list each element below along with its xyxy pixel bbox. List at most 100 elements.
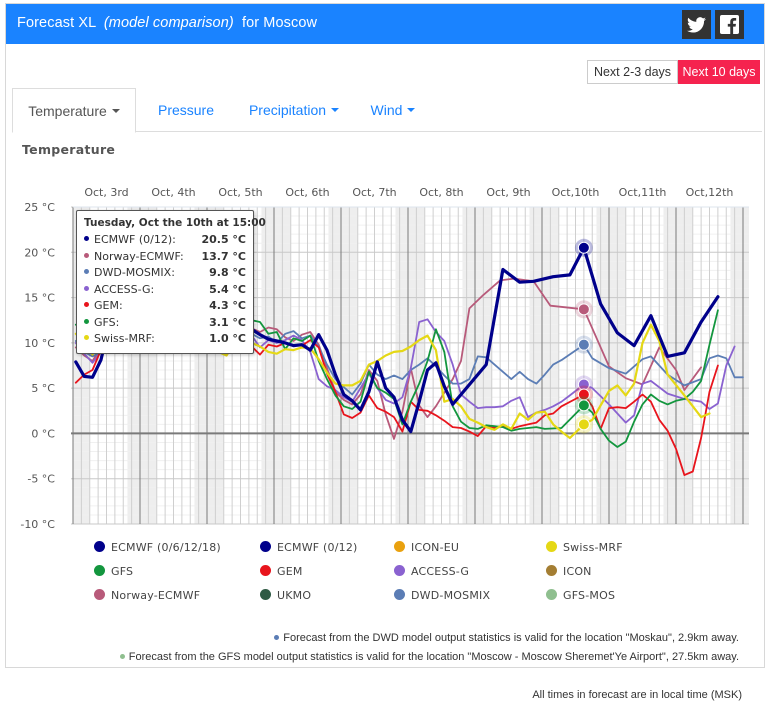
- legend-item[interactable]: Swiss-MRF: [546, 541, 623, 554]
- series-dot-icon: [84, 252, 89, 258]
- tooltip-row-value: 5.4 °C: [209, 282, 246, 296]
- header-bar: Forecast XL (model comparison) for Mosco…: [6, 4, 764, 44]
- bullet-icon: [274, 635, 280, 640]
- title-prefix: Forecast XL: [17, 15, 96, 31]
- tooltip-row-value: 9.8 °C: [209, 266, 246, 279]
- legend-item[interactable]: ECMWF (0/12): [260, 541, 358, 554]
- legend-dot-icon: [94, 589, 105, 600]
- night-band: [261, 207, 291, 524]
- legend-label: DWD-MOSMIX: [411, 589, 491, 602]
- legend-dot-icon: [260, 541, 271, 552]
- gfs-mos-note-text: Forecast from the GFS model output stati…: [128, 651, 739, 663]
- y-tick-label: 10 °C: [24, 337, 55, 350]
- legend-dot-icon: [394, 541, 405, 552]
- legend-item[interactable]: UKMO: [260, 589, 311, 602]
- tooltip-row: GEM: 4.3 °C: [84, 298, 246, 315]
- title-suffix: for Moscow: [241, 15, 318, 31]
- tooltip-row-label: ACCESS-G:: [94, 282, 155, 296]
- tooltip-row-value: 13.7 °C: [201, 249, 246, 263]
- legend-label: GFS-MOS: [563, 589, 616, 602]
- highlight-point: [577, 241, 590, 254]
- dwd-mos-note: Forecast from the DWD model output stati…: [274, 632, 739, 644]
- chevron-down-icon: [407, 108, 416, 112]
- legend-dot-icon: [546, 565, 557, 576]
- legend-item[interactable]: GFS: [94, 565, 133, 578]
- bullet-icon: [119, 654, 125, 659]
- x-tick-label: Oct, 6th: [285, 186, 329, 199]
- tab-temperature[interactable]: Temperature: [12, 88, 136, 133]
- twitter-button[interactable]: [682, 10, 711, 39]
- dwd-mos-note-text: Forecast from the DWD model output stati…: [283, 632, 739, 644]
- legend-dot-icon: [546, 541, 557, 552]
- x-tick-label: Oct, 8th: [419, 186, 463, 199]
- tooltip-row: ECMWF (0/12): 20.5 °C: [84, 232, 246, 249]
- series-dot-icon: [84, 318, 89, 324]
- chevron-down-icon: [111, 108, 120, 113]
- series-dot-icon: [84, 285, 89, 291]
- y-tick-label: -10 °C: [20, 518, 55, 531]
- tab-precipitation[interactable]: Precipitation: [236, 88, 352, 132]
- legend-label: ECMWF (0/6/12/18): [111, 541, 221, 554]
- tooltip-row: Norway-ECMWF: 13.7 °C: [84, 249, 246, 266]
- legend-item[interactable]: ACCESS-G: [394, 565, 469, 578]
- next-2-3-days-button[interactable]: Next 2-3 days: [587, 60, 678, 84]
- tab-wind-label: Wind: [370, 102, 403, 118]
- legend-item[interactable]: ICON-EU: [394, 541, 459, 554]
- facebook-button[interactable]: [715, 10, 744, 39]
- series-dot-icon: [84, 236, 89, 241]
- tooltip-row: GFS: 3.1 °C: [84, 315, 246, 332]
- legend-item[interactable]: ICON: [546, 565, 592, 578]
- legend-item[interactable]: Norway-ECMWF: [94, 589, 200, 602]
- legend-dot-icon: [94, 541, 105, 552]
- gfs-mos-note: Forecast from the GFS model output stati…: [119, 651, 739, 663]
- section-title: Temperature: [22, 142, 116, 157]
- night-band: [663, 207, 693, 524]
- tooltip-row-label: DWD-MOSMIX:: [94, 266, 175, 279]
- tooltip-row-label: Norway-ECMWF:: [94, 249, 184, 263]
- night-band: [395, 207, 425, 524]
- y-tick-label: 25 °C: [24, 201, 55, 214]
- tooltip-row-value: 20.5 °C: [201, 233, 246, 246]
- tab-wind[interactable]: Wind: [358, 88, 428, 132]
- legend-dot-icon: [260, 589, 271, 600]
- twitter-icon: [687, 16, 706, 33]
- timezone-note: All times in forecast are in local time …: [532, 689, 742, 701]
- highlight-point: [577, 338, 590, 351]
- tab-temperature-label: Temperature: [28, 102, 107, 119]
- tooltip-row-label: GEM:: [94, 299, 123, 312]
- tooltip-row-label-wrap: ACCESS-G:: [84, 282, 154, 299]
- night-band: [730, 207, 749, 524]
- x-tick-label: Oct, 3rd: [84, 186, 128, 199]
- legend-item[interactable]: GFS-MOS: [546, 589, 615, 602]
- series-dot-icon: [84, 335, 89, 340]
- legend-label: ACCESS-G: [411, 565, 470, 578]
- legend-label: ICON-EU: [411, 541, 460, 554]
- tooltip-row-label-wrap: GFS:: [84, 315, 119, 332]
- legend-item[interactable]: GEM: [260, 565, 303, 578]
- legend-label: ICON: [563, 565, 592, 578]
- legend-label: UKMO: [277, 589, 312, 602]
- tab-pressure[interactable]: Pressure: [136, 88, 236, 132]
- tooltip-row: Swiss-MRF: 1.0 °C: [84, 331, 246, 348]
- next-10-days-button[interactable]: Next 10 days: [678, 60, 760, 84]
- x-tick-label: Oct, 4th: [151, 186, 195, 199]
- tooltip-row-label: GFS:: [94, 315, 120, 329]
- legend-dot-icon: [94, 565, 105, 576]
- tooltip-row-label-wrap: GEM:: [84, 298, 123, 315]
- highlight-point: [577, 399, 590, 412]
- tooltip-title: Tuesday, Oct the 10th at 15:00: [84, 217, 266, 229]
- y-tick-label: -5 °C: [27, 473, 55, 486]
- x-tick-label: Oct, 7th: [352, 186, 396, 199]
- tooltip-row-label-wrap: Norway-ECMWF:: [84, 249, 184, 266]
- legend-item[interactable]: ECMWF (0/6/12/18): [94, 541, 221, 554]
- legend-item[interactable]: DWD-MOSMIX: [394, 589, 490, 602]
- tooltip-row: ACCESS-G: 5.4 °C: [84, 282, 246, 299]
- legend-label: Norway-ECMWF: [111, 589, 201, 602]
- series-dot-icon: [84, 302, 89, 307]
- title-italic: (model comparison): [103, 15, 234, 31]
- facebook-icon: [720, 15, 739, 34]
- tooltip-row-value: 3.1 °C: [209, 315, 246, 329]
- tab-bar: Temperature Pressure Precipitation Wind: [12, 88, 762, 133]
- y-tick-label: 5 °C: [31, 382, 55, 395]
- x-tick-label: Oct, 5th: [218, 186, 262, 199]
